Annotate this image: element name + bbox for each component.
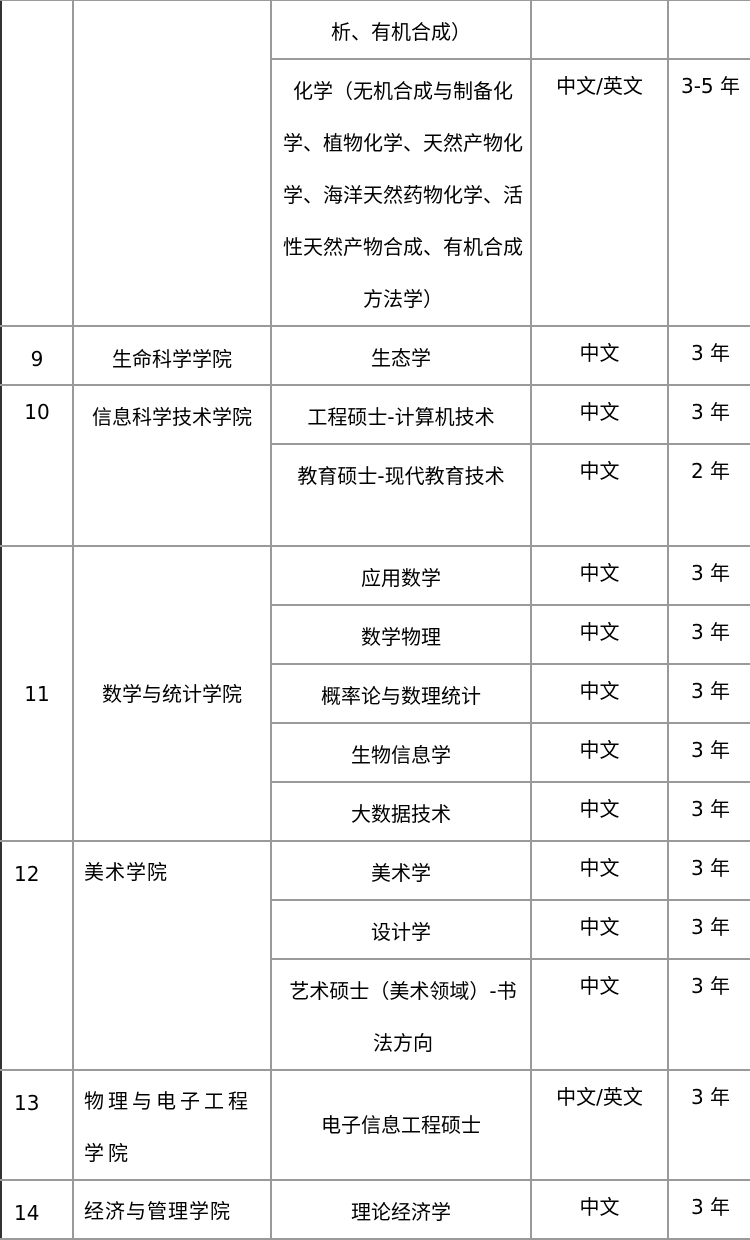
college-name: [72, 0, 272, 327]
duration: 3 年: [667, 722, 750, 783]
table-row: 数学物理 中文 3 年: [1, 604, 750, 665]
language: 中文: [530, 325, 669, 386]
language: 中文: [530, 443, 669, 547]
language: 中文/英文: [530, 1069, 669, 1181]
college-name: 物理与电子工程学院: [72, 1069, 272, 1181]
language: 中文: [530, 1179, 669, 1240]
duration: 3 年: [667, 840, 750, 901]
table-row: 11 数学与统计学院 应用数学 中文 3 年: [0, 545, 750, 842]
major: 化学（无机合成与制备化学、植物化学、天然产物化学、海洋天然药物化学、活性天然产物…: [270, 58, 532, 327]
major: 析、有机合成）: [270, 0, 532, 60]
major: 理论经济学: [270, 1179, 532, 1240]
major: 数学物理: [270, 604, 532, 665]
duration: 3 年: [667, 899, 750, 960]
major: 工程硕士-计算机技术: [270, 384, 532, 445]
row-number: 10: [0, 384, 74, 547]
language: 中文: [530, 781, 669, 842]
table-row: 教育硕士-现代教育技术 中文 2 年: [1, 443, 750, 547]
duration: 2 年: [667, 443, 750, 547]
table-row: 10 信息科学技术学院 工程硕士-计算机技术 中文 3 年: [0, 384, 750, 547]
table-row: 大数据技术 中文 3 年: [1, 781, 750, 842]
table-row: 析、有机合成）: [0, 0, 750, 327]
table-row: 化学（无机合成与制备化学、植物化学、天然产物化学、海洋天然药物化学、活性天然产物…: [1, 58, 750, 327]
row-number: 11: [0, 545, 74, 842]
table-row: 设计学 中文 3 年: [1, 899, 750, 960]
college-name: 生命科学学院: [72, 325, 272, 386]
row-number: 12: [0, 840, 74, 1071]
major: 设计学: [270, 899, 532, 960]
college-name: 美术学院: [72, 840, 272, 1071]
major: 教育硕士-现代教育技术: [270, 443, 532, 547]
table-row: 9 生命科学学院 生态学 中文 3 年: [0, 325, 750, 386]
major: 生态学: [270, 325, 532, 386]
table-row: 艺术硕士（美术领域）-书法方向 中文 3 年: [1, 958, 750, 1071]
table-row: 14 经济与管理学院 理论经济学 中文 3 年: [0, 1179, 750, 1240]
row-number: [0, 0, 74, 327]
duration: 3 年: [667, 325, 750, 386]
duration: 3 年: [667, 384, 750, 445]
duration: 3 年: [667, 1179, 750, 1240]
duration: 3 年: [667, 604, 750, 665]
table-row: 13 物理与电子工程学院 电子信息工程硕士 中文/英文 3 年: [0, 1069, 750, 1181]
major: 艺术硕士（美术领域）-书法方向: [270, 958, 532, 1071]
major: 概率论与数理统计: [270, 663, 532, 724]
row-number: 14: [0, 1179, 74, 1240]
duration: 3-5 年: [667, 58, 750, 327]
duration: 3 年: [667, 1069, 750, 1181]
language: 中文: [530, 840, 669, 901]
language: 中文: [530, 604, 669, 665]
language: 中文: [530, 722, 669, 783]
major: 电子信息工程硕士: [270, 1069, 532, 1181]
college-name: 经济与管理学院: [72, 1179, 272, 1240]
language: 中文: [530, 958, 669, 1071]
language: [530, 0, 669, 60]
language: 中文/英文: [530, 58, 669, 327]
language: 中文: [530, 384, 669, 445]
duration: 3 年: [667, 958, 750, 1071]
table-row: 概率论与数理统计 中文 3 年: [1, 663, 750, 724]
table-row: 12 美术学院 美术学 中文 3 年: [0, 840, 750, 1071]
duration: 3 年: [667, 663, 750, 724]
table-row: 生物信息学 中文 3 年: [1, 722, 750, 783]
major: 应用数学: [270, 545, 532, 606]
major: 生物信息学: [270, 722, 532, 783]
duration: 3 年: [667, 545, 750, 606]
duration: [667, 0, 750, 60]
row-number: 9: [0, 325, 74, 386]
language: 中文: [530, 899, 669, 960]
major: 美术学: [270, 840, 532, 901]
college-name: 信息科学技术学院: [72, 384, 272, 547]
language: 中文: [530, 545, 669, 606]
language: 中文: [530, 663, 669, 724]
duration: 3 年: [667, 781, 750, 842]
college-name: 数学与统计学院: [72, 545, 272, 842]
major: 大数据技术: [270, 781, 532, 842]
row-number: 13: [0, 1069, 74, 1181]
